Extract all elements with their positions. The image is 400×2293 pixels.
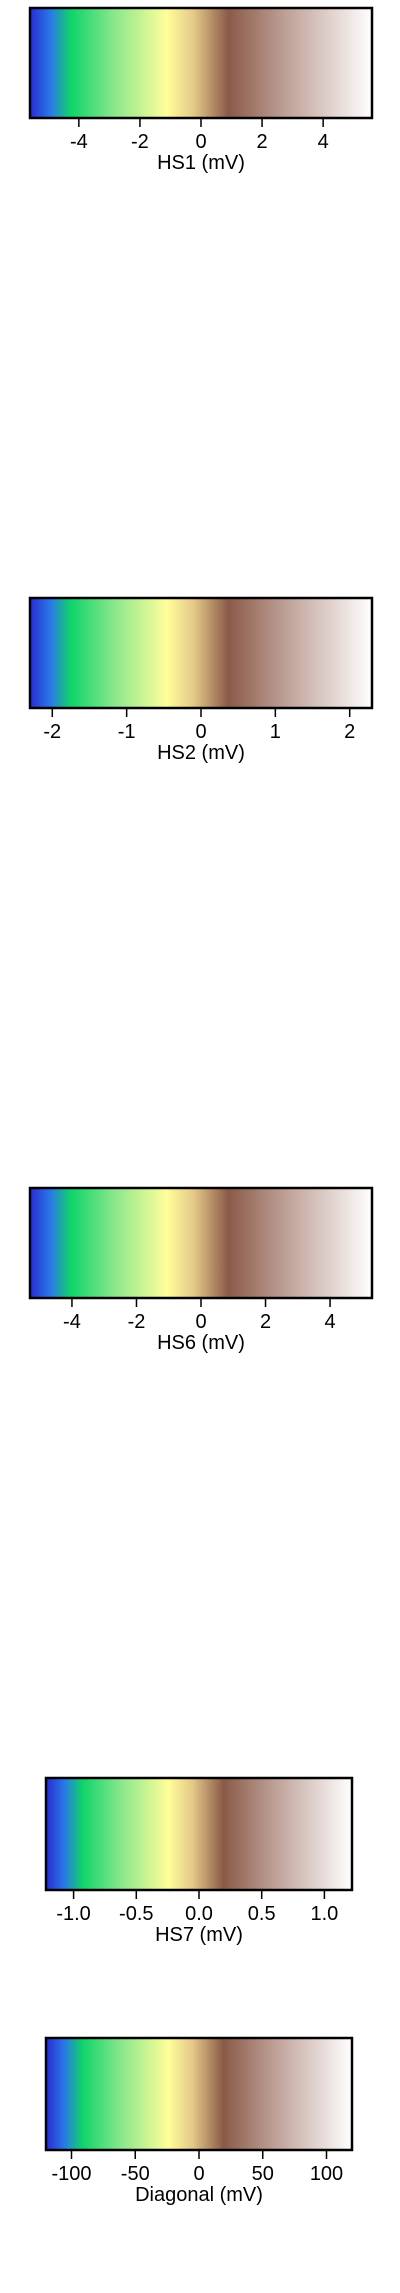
tick-label: 0.5 [248, 1903, 276, 1925]
axis-label: HS2 (mV) [157, 742, 245, 764]
tick-label: 1 [270, 721, 281, 743]
colorbar-gradient [30, 1188, 372, 1298]
tick-label: -1.0 [56, 1903, 90, 1925]
tick-label: -4 [63, 1311, 81, 1333]
colorbar-3: -4 -2 0 2 4 HS6 (mV) [28, 1186, 374, 1354]
tick-label: 0 [195, 721, 206, 743]
tick-label: -2 [131, 131, 149, 153]
tick-label: -100 [51, 2163, 91, 2185]
colorbar-gradient [30, 598, 372, 708]
axis-label: HS1 (mV) [157, 152, 245, 174]
tick-label: -2 [43, 721, 61, 743]
colorbar-gradient [46, 2038, 352, 2150]
tick-label: 0 [195, 1311, 206, 1333]
colorbar-gradient [30, 8, 372, 118]
tick-label: 0 [195, 131, 206, 153]
colorbar-4: -1.0 -0.5 0.0 0.5 1.0 HS7 (mV) [44, 1776, 354, 1946]
tick-label: 2 [260, 1311, 271, 1333]
colorbar-gradient [46, 1778, 352, 1890]
axis-label: Diagonal (mV) [135, 2184, 263, 2206]
tick-label: 0 [193, 2163, 204, 2185]
tick-label: 2 [344, 721, 355, 743]
axis-label: HS6 (mV) [157, 1332, 245, 1354]
colorbar-2: -2 -1 0 1 2 HS2 (mV) [28, 596, 374, 764]
colorbar-1: -4 -2 0 2 4 HS1 (mV) [28, 6, 374, 174]
axis-label: HS7 (mV) [155, 1924, 243, 1946]
tick-label: 1.0 [311, 1903, 339, 1925]
tick-label: 100 [310, 2163, 343, 2185]
tick-label: -4 [70, 131, 88, 153]
tick-label: -1 [118, 721, 136, 743]
tick-label: -2 [128, 1311, 146, 1333]
tick-label: 0.0 [185, 1903, 213, 1925]
tick-label: -50 [121, 2163, 150, 2185]
colorbar-5: -100 -50 0 50 100 Diagonal (mV) [44, 2036, 354, 2206]
tick-label: 4 [318, 131, 329, 153]
tick-label: 2 [257, 131, 268, 153]
tick-label: 50 [252, 2163, 274, 2185]
tick-label: 4 [324, 1311, 335, 1333]
tick-label: -0.5 [119, 1903, 153, 1925]
